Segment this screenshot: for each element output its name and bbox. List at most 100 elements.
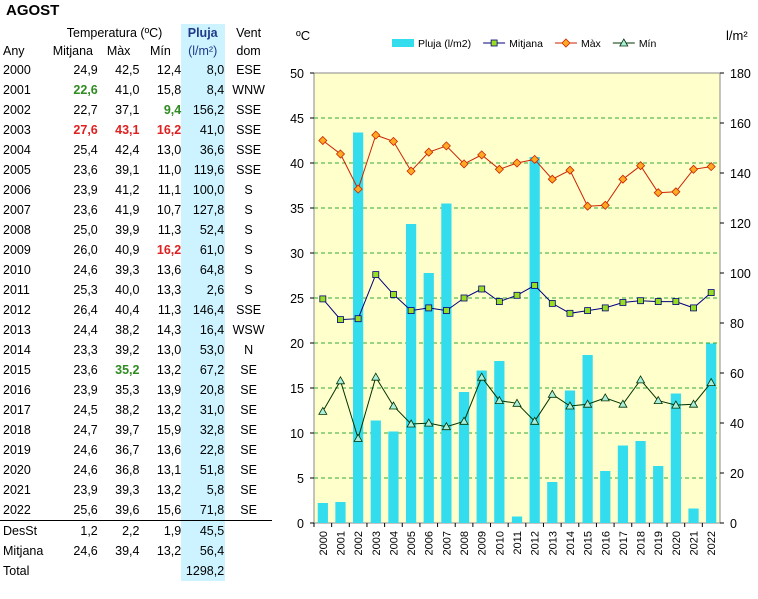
data-point [706,162,716,172]
data-point [548,299,556,307]
cell-min: 11,0 [157,163,182,177]
data-point [406,166,416,176]
cell-year: 2017 [3,403,31,417]
table-row: 2007 23,6 41,9 10,7 127,8 S [0,200,272,220]
climate-table: Temperatura (ºC) Pluja Vent Any Mitjana … [0,24,272,581]
cell-vent: SE [240,483,257,497]
bar [388,431,399,523]
cell-mitjana: 24,6 [73,263,98,277]
cell-mitjana: 24,6 [73,443,98,457]
data-point [442,307,450,315]
data-point [319,295,327,303]
cell-pluja: 127,8 [181,200,226,220]
data-point [371,130,381,140]
cell-max: 38,2 [115,323,140,337]
data-point [459,159,469,169]
data-point [372,271,380,279]
cell-pluja: 8,0 [181,60,226,80]
cell-mitjana: 23,6 [73,203,98,217]
bar [688,508,699,523]
cell-mitjana: 23,6 [73,363,98,377]
x-tick-label: 2014 [565,531,577,555]
cell-vent: SE [240,443,257,457]
cell-mitjana: 27,6 [73,123,98,137]
summary-min: 1,9 [139,520,182,541]
bar [547,482,558,523]
cell-vent: WNW [232,83,265,97]
data-point [353,184,363,194]
header-vent-dom: dom [236,44,261,58]
data-point [582,399,593,408]
left-tick-label: 25 [290,292,304,306]
right-axis-label: l/m² [726,28,748,43]
summary-row: Total 1298,2 [0,561,272,581]
cell-vent: SE [240,503,257,517]
left-tick-label: 50 [290,67,304,81]
summary-pluja: 1298,2 [181,561,226,581]
data-point [371,372,381,381]
cell-pluja: 20,8 [181,380,226,400]
data-point [635,161,646,171]
data-point [318,406,328,415]
x-tick-label: 2009 [477,531,489,555]
table-row: 2002 22,7 37,1 9,4 156,2 SSE [0,100,272,120]
cell-mitjana: 26,4 [73,303,98,317]
data-point [406,419,416,428]
cell-mitjana: 25,4 [73,143,98,157]
table-row: 2005 23,6 39,1 11,0 119,6 SSE [0,160,272,180]
cell-pluja: 5,8 [181,480,226,500]
cell-max: 40,9 [115,243,140,257]
data-point [566,309,574,317]
cell-year: 2002 [3,103,31,117]
cell-pluja: 119,6 [181,160,226,180]
cell-mitjana: 23,3 [73,343,98,357]
summary-row: DesSt 1,2 2,2 1,9 45,5 [0,520,272,541]
cell-max: 40,4 [115,303,140,317]
legend-entry: Pluja (l/m2) [418,38,471,50]
left-tick-label: 45 [290,112,304,126]
cell-pluja: 67,2 [181,360,226,380]
cell-pluja: 41,0 [181,120,226,140]
data-point [424,418,434,427]
cell-vent: SE [240,363,257,377]
cell-pluja: 2,6 [181,280,226,300]
data-point [460,294,468,302]
data-point [600,200,610,210]
data-point [707,289,715,297]
cell-year: 2008 [3,223,31,237]
data-point [600,393,610,402]
data-point [388,401,399,410]
data-point [441,141,451,151]
legend-marker [490,39,498,47]
header-vent: Vent [236,26,262,40]
data-point [353,433,363,442]
cell-mitjana: 22,7 [73,103,98,117]
cell-max: 39,2 [115,343,140,357]
cell-min: 12,4 [156,63,182,77]
header-pluja-unit: (l/m²) [181,42,226,60]
data-point [671,400,681,409]
x-tick-label: 2019 [653,531,665,555]
cell-year: 2019 [3,443,31,457]
left-tick-label: 40 [290,157,304,171]
bar [405,224,417,523]
table-row: 2015 23,6 35,2 13,2 67,2 SE [0,360,272,380]
data-point [619,299,627,306]
cell-max: 41,2 [115,183,140,197]
cell-year: 2001 [3,83,31,97]
cell-vent: SE [240,423,257,437]
right-tick-label: 40 [730,417,744,431]
left-tick-label: 30 [290,247,304,261]
right-tick-label: 60 [730,367,744,381]
cell-mitjana: 24,7 [73,423,98,437]
right-tick-label: 160 [730,117,751,131]
cell-mitjana: 25,6 [73,503,98,517]
cell-max: 39,7 [115,423,140,437]
table-row: 2008 25,0 39,9 11,3 52,4 S [0,220,272,240]
x-tick-label: 2006 [424,531,436,555]
cell-pluja: 22,8 [181,440,226,460]
left-tick-label: 10 [290,427,304,441]
data-point [388,136,399,146]
header-any: Any [3,44,25,58]
